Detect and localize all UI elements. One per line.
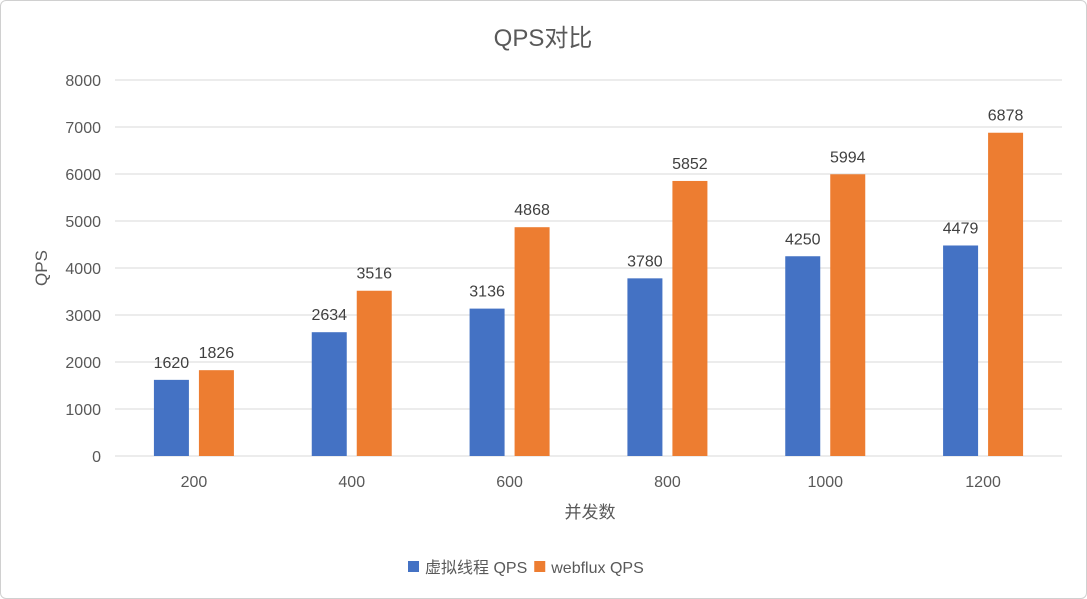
y-tick-label: 5000 [65,214,101,231]
data-label: 3516 [356,266,392,283]
data-label: 3136 [469,284,505,301]
y-tick-label: 0 [92,449,101,466]
data-label: 4479 [943,220,979,237]
bar-virtual-thread [627,278,663,456]
chart-title: QPS对比 [494,25,593,52]
bar-webflux [356,290,392,456]
x-tick-label: 200 [181,474,208,491]
legend-label: webflux QPS [550,560,643,577]
bar-virtual-thread [785,256,821,456]
bar-virtual-thread [153,379,189,456]
x-tick-label: 800 [654,474,681,491]
y-tick-label: 4000 [65,261,101,278]
data-label: 5994 [830,149,866,166]
legend-swatch [408,561,419,572]
legend: 虚拟线程 QPS webflux QPS [408,559,644,577]
legend-swatch [534,561,546,572]
data-label: 5852 [672,156,708,173]
data-label: 1620 [154,355,190,372]
x-tick-label: 1200 [965,474,1001,491]
legend-label: 虚拟线程 QPS [425,559,527,577]
data-label: 2634 [311,307,347,324]
data-label: 4250 [785,231,821,248]
data-label: 3780 [627,253,663,270]
y-tick-label: 8000 [65,73,101,90]
bar-virtual-thread [311,332,347,456]
y-tick-label: 3000 [65,308,101,325]
gridlines [115,79,1062,457]
bar-virtual-thread [469,308,505,456]
bar-webflux [988,132,1024,456]
y-tick-label: 1000 [65,402,101,419]
y-tick-label: 2000 [65,355,101,372]
x-tick-labels: 200 400 600 800 1000 1200 [181,474,1001,491]
x-axis-title: 并发数 [565,503,616,522]
data-label: 6878 [988,108,1024,125]
x-tick-label: 400 [338,474,365,491]
x-tick-label: 600 [496,474,523,491]
data-label: 1826 [199,345,235,362]
data-label: 4868 [514,202,550,219]
bar-webflux [514,227,550,456]
y-tick-label: 6000 [65,167,101,184]
x-tick-label: 1000 [807,474,843,491]
bar-webflux [830,174,866,457]
y-tick-label: 7000 [65,120,101,137]
bar-virtual-thread [943,245,979,456]
bar-webflux [198,370,234,456]
bars: 1620 1826 2634 3516 3136 4868 3780 5852 4250 5994… [153,108,1024,457]
y-tick-labels: 0 1000 2000 3000 4000 5000 6000 7000 8000 [65,73,101,466]
y-axis-title: QPS [32,250,51,286]
bar-webflux [672,180,708,456]
